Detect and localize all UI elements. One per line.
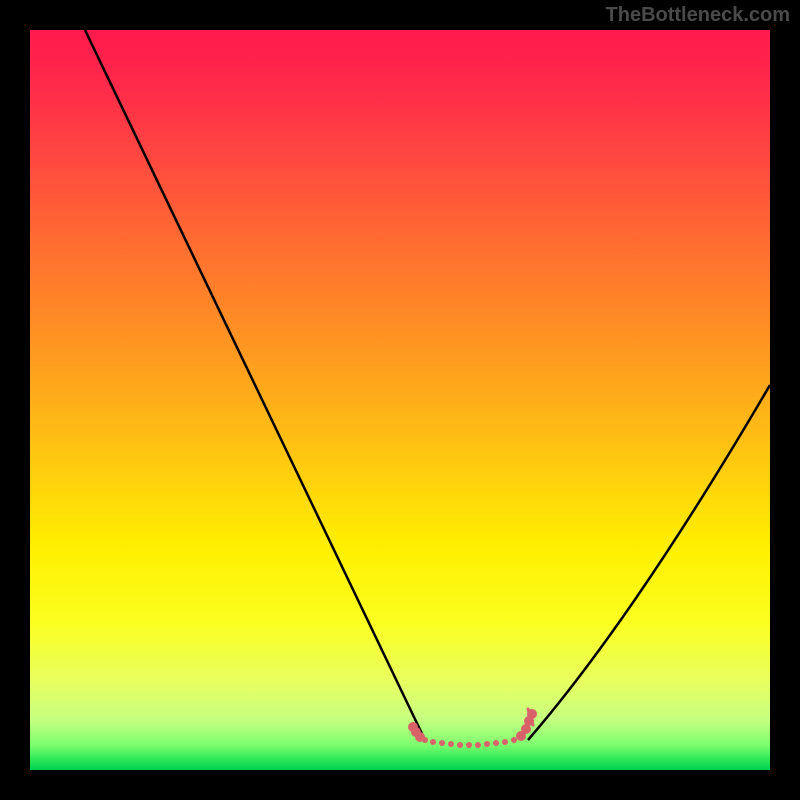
watermark-text: TheBottleneck.com — [606, 4, 790, 27]
valley-marker-dot — [448, 741, 454, 747]
valley-marker-dot — [502, 739, 508, 745]
valley-marker-dot — [466, 742, 472, 748]
valley-marker-dot — [511, 737, 517, 743]
valley-marker-dot — [457, 742, 463, 748]
valley-marker-dot — [484, 741, 490, 747]
valley-marker-dot — [475, 742, 481, 748]
curve-left-branch — [85, 30, 425, 740]
valley-marker-dot — [422, 737, 428, 743]
bottleneck-curve — [30, 30, 770, 770]
valley-marker-dot — [430, 739, 436, 745]
valley-marker-dot — [493, 740, 499, 746]
valley-marker-dot — [439, 740, 445, 746]
curve-right-branch — [528, 385, 770, 740]
plot-area — [30, 30, 770, 770]
valley-marker-group — [408, 709, 537, 748]
